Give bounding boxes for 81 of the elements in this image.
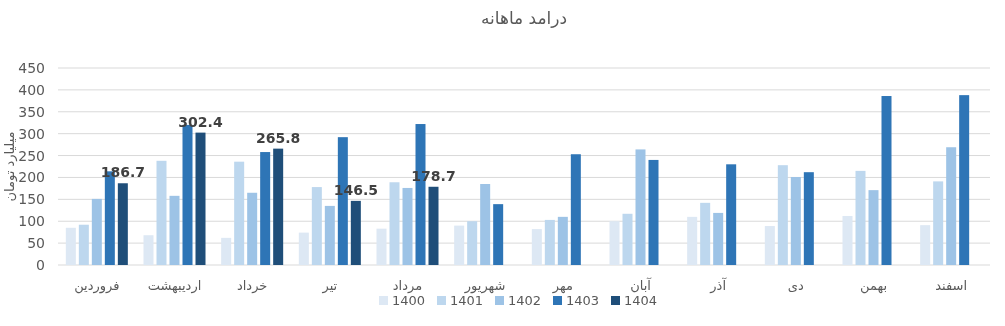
x-tick-label: آذر bbox=[709, 277, 728, 294]
data-label: 265.8 bbox=[256, 129, 301, 146]
bar bbox=[156, 160, 167, 265]
legend-label: 1402 bbox=[508, 293, 542, 308]
y-tick-label: 100 bbox=[18, 213, 45, 230]
bar bbox=[648, 159, 659, 265]
legend-label: 1400 bbox=[392, 293, 426, 308]
x-tick-label: اسفند bbox=[935, 278, 968, 293]
bar bbox=[557, 216, 568, 265]
bar bbox=[234, 161, 245, 265]
bar bbox=[195, 132, 206, 265]
bar bbox=[273, 148, 284, 265]
x-tick-label: فروردین bbox=[74, 278, 120, 294]
x-tick-label: بهمن bbox=[859, 278, 888, 294]
legend-label: 1403 bbox=[566, 293, 600, 308]
bar bbox=[143, 235, 154, 265]
bar bbox=[609, 221, 620, 265]
y-tick-label: 250 bbox=[18, 147, 45, 164]
bar bbox=[700, 202, 711, 265]
bar bbox=[376, 228, 387, 265]
x-tick-label: آبان bbox=[630, 277, 653, 293]
bar bbox=[454, 225, 465, 265]
legend-label: 1404 bbox=[624, 293, 658, 308]
data-label: 186.7 bbox=[100, 164, 145, 181]
x-tick-label: مهر bbox=[551, 278, 573, 294]
bar bbox=[389, 182, 400, 265]
y-tick-label: 400 bbox=[18, 81, 45, 98]
bar bbox=[91, 198, 102, 265]
bar bbox=[842, 215, 853, 265]
y-tick-label: 450 bbox=[18, 60, 45, 76]
x-tick-label: اردیبهشت bbox=[147, 278, 202, 294]
bar bbox=[622, 213, 633, 265]
bar bbox=[933, 181, 944, 265]
data-label: 302.4 bbox=[178, 113, 223, 130]
x-tick-label: شهریور bbox=[463, 278, 506, 294]
bar bbox=[298, 232, 309, 265]
bar bbox=[531, 229, 542, 265]
y-tick-label: 0 bbox=[36, 257, 45, 273]
legend-label: 1401 bbox=[450, 293, 484, 308]
bar bbox=[117, 183, 128, 265]
bar bbox=[790, 177, 801, 265]
bar bbox=[324, 205, 335, 265]
bar bbox=[78, 224, 89, 265]
x-tick-label: دی bbox=[787, 278, 805, 293]
bar bbox=[868, 190, 879, 265]
bar bbox=[881, 96, 892, 265]
bar bbox=[428, 186, 439, 265]
y-tick-label: 200 bbox=[18, 169, 45, 186]
bar bbox=[493, 204, 504, 265]
bar bbox=[247, 192, 258, 265]
y-tick-label: 50 bbox=[27, 235, 45, 252]
bar bbox=[169, 195, 180, 265]
bar bbox=[221, 237, 232, 265]
bar bbox=[65, 227, 76, 265]
bar bbox=[467, 221, 478, 265]
bar bbox=[635, 149, 646, 265]
bar bbox=[687, 216, 698, 265]
bar bbox=[959, 95, 970, 265]
bar bbox=[713, 212, 724, 265]
bar bbox=[803, 172, 814, 265]
bar bbox=[570, 154, 581, 265]
x-tick-label: خرداد bbox=[236, 278, 268, 294]
bar bbox=[855, 170, 866, 265]
bar bbox=[260, 152, 271, 265]
bar bbox=[402, 187, 413, 265]
bar bbox=[480, 184, 491, 265]
y-tick-label: 350 bbox=[18, 103, 45, 120]
bar bbox=[764, 226, 775, 265]
bar bbox=[920, 225, 931, 265]
chart-title: درامد ماهانه bbox=[480, 8, 568, 28]
bar bbox=[946, 147, 957, 265]
y-tick-label: 300 bbox=[18, 125, 45, 142]
bar bbox=[311, 187, 322, 265]
y-axis-title: میلیارد تومان bbox=[2, 131, 18, 202]
bar bbox=[777, 165, 788, 265]
bar bbox=[350, 200, 361, 265]
x-tick-label: مرداد bbox=[392, 278, 423, 294]
bar bbox=[726, 164, 737, 265]
x-tick-label: تیر bbox=[321, 278, 338, 294]
bar bbox=[544, 219, 555, 265]
y-tick-label: 150 bbox=[18, 191, 45, 208]
